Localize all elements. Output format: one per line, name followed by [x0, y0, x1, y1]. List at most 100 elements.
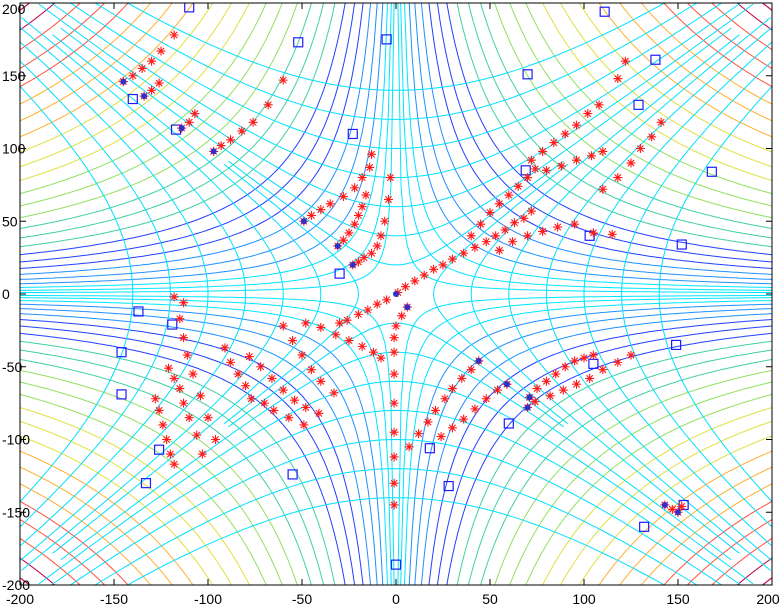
data-markers — [116, 3, 717, 570]
star-marker — [278, 321, 288, 331]
star-marker — [372, 241, 382, 251]
contour-line — [545, 26, 772, 562]
contour-line — [494, 3, 772, 219]
y-tick-label: 50 — [2, 213, 18, 229]
star-marker — [656, 117, 666, 127]
star-marker — [389, 369, 399, 379]
contour-line — [20, 3, 232, 168]
star-marker — [195, 391, 205, 401]
contour-line — [20, 3, 312, 229]
star-marker — [447, 254, 457, 264]
star-marker — [587, 151, 597, 161]
x-tick-label: -150 — [100, 591, 128, 607]
star-marker — [526, 206, 536, 216]
contour-line — [436, 325, 772, 585]
contour-line — [400, 3, 772, 291]
square-marker — [522, 69, 533, 80]
star-marker — [389, 398, 399, 408]
star-marker — [419, 270, 429, 280]
star-marker — [156, 46, 166, 56]
contour-line — [762, 577, 772, 585]
star-marker — [338, 235, 348, 245]
star-marker — [541, 165, 551, 175]
star-marker — [613, 74, 623, 84]
star-marker — [169, 459, 179, 469]
star-marker — [350, 183, 360, 193]
star-marker — [494, 245, 504, 255]
contour-line — [20, 3, 194, 138]
star-marker — [551, 369, 561, 379]
contour-line — [598, 450, 772, 585]
contour-line — [414, 3, 772, 280]
square-marker — [347, 128, 358, 140]
star-marker — [211, 435, 221, 444]
star-marker — [256, 362, 266, 372]
star-marker — [400, 282, 410, 292]
contour-line — [20, 3, 356, 263]
star-marker — [509, 218, 519, 228]
star-marker — [216, 141, 226, 151]
star-marker — [404, 442, 414, 452]
contour-line — [20, 450, 194, 585]
square-marker — [116, 389, 127, 400]
contour-line — [560, 3, 772, 168]
star-marker — [532, 384, 542, 394]
star-marker — [226, 135, 236, 145]
star-marker — [329, 388, 339, 398]
x-tick-label: 0 — [392, 591, 400, 607]
star-marker — [538, 226, 548, 236]
star-marker — [626, 350, 636, 360]
square-marker — [390, 559, 402, 570]
dot-marker — [475, 357, 482, 364]
contour-line — [20, 3, 283, 207]
contour-line — [736, 557, 772, 585]
dot-marker — [524, 404, 531, 411]
star-marker — [248, 117, 258, 127]
contour-line — [20, 3, 336, 248]
contour-line — [20, 332, 346, 585]
star-marker — [164, 363, 174, 373]
contour-background — [20, 3, 772, 585]
contour-line — [20, 319, 364, 585]
dot-marker — [526, 394, 533, 401]
dot-marker — [178, 125, 185, 132]
contour-line — [20, 3, 250, 181]
dot-marker — [503, 381, 510, 388]
star-marker — [367, 149, 377, 159]
star-marker — [626, 158, 636, 168]
star-marker — [538, 146, 548, 156]
contour-line — [640, 483, 772, 585]
star-marker — [389, 500, 399, 510]
star-marker — [447, 423, 457, 433]
contour-line — [428, 3, 772, 269]
star-marker — [466, 365, 476, 375]
contour-line — [38, 3, 754, 208]
star-marker — [481, 394, 491, 404]
contour-line — [525, 393, 772, 585]
star-marker — [380, 216, 390, 226]
contour-line — [20, 3, 395, 293]
star-marker — [598, 365, 608, 375]
dot-marker — [141, 93, 148, 100]
square-marker — [599, 6, 610, 17]
star-marker — [263, 100, 273, 110]
contour-line — [20, 3, 388, 288]
star-marker — [331, 330, 341, 340]
square-marker — [671, 339, 682, 351]
star-marker — [383, 194, 393, 204]
contour-line — [20, 3, 298, 219]
square-marker — [127, 93, 138, 105]
square-marker — [639, 521, 650, 532]
star-marker — [175, 384, 185, 394]
star-marker — [278, 385, 288, 395]
contour-line — [578, 3, 772, 153]
contour-line — [20, 538, 81, 585]
star-marker — [558, 385, 568, 395]
square-marker — [116, 347, 127, 358]
star-marker — [192, 430, 202, 440]
contour-line — [20, 3, 392, 291]
star-marker — [382, 295, 392, 305]
contour-line — [397, 3, 772, 293]
star-marker — [344, 336, 354, 346]
star-marker — [513, 181, 523, 191]
